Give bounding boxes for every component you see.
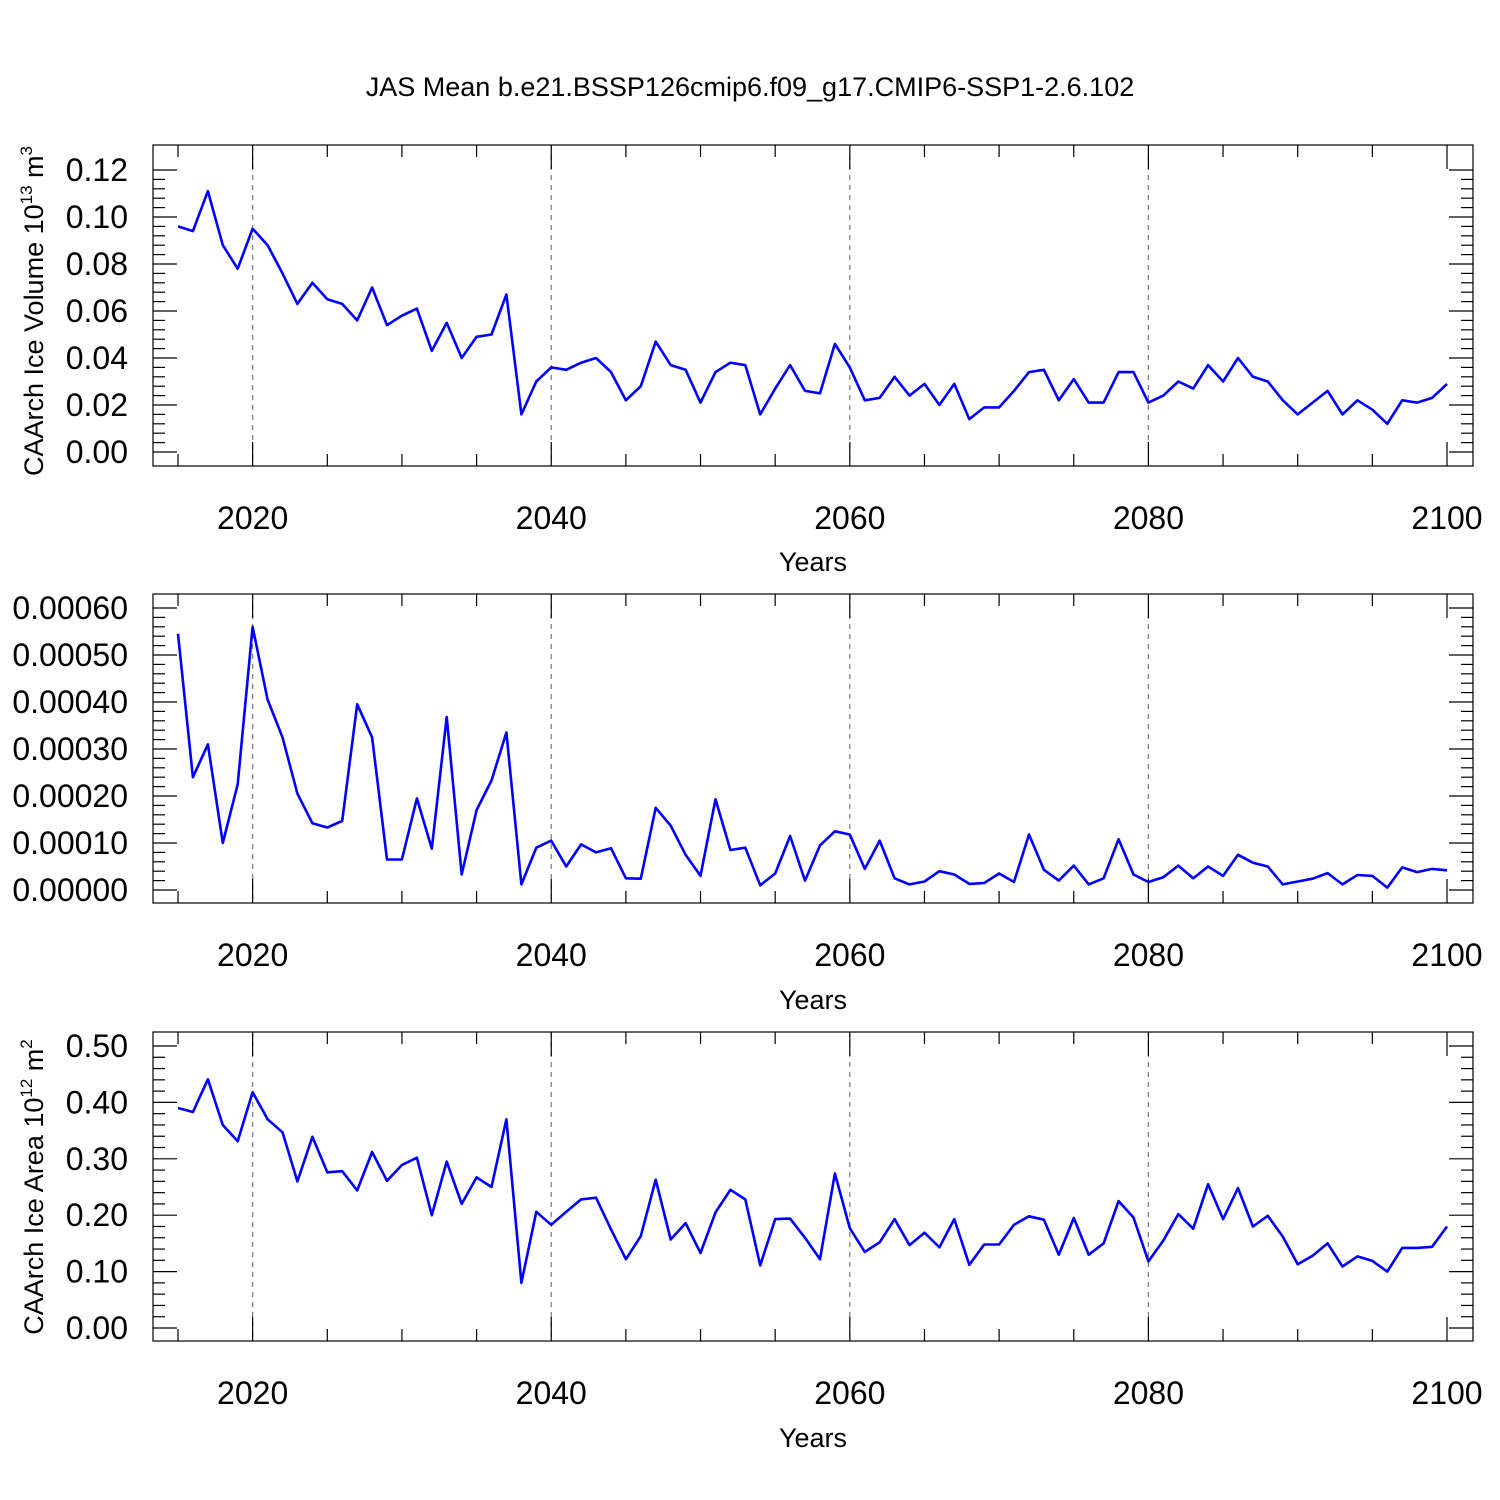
x-tick-label: 2060 (814, 937, 885, 973)
x-tick-label: 2080 (1113, 937, 1184, 973)
y-tick-label: 0.00030 (12, 731, 128, 767)
plot-frame (152, 1031, 1474, 1342)
tick-labels: 2020 2040 2060 2080 2100 0.00 0.02 0.04 0.06 0.08… (66, 152, 1483, 536)
y-tick-label: 0.00 (66, 434, 128, 470)
series (177, 1078, 1449, 1285)
x-tick-label: 2080 (1113, 1375, 1184, 1411)
axis-ticks (153, 145, 1473, 466)
x-tick-label: 2020 (217, 500, 288, 536)
y-tick-label: 0.00060 (12, 590, 128, 626)
y-tick-label: 0.20 (66, 1197, 128, 1233)
series (177, 189, 1448, 426)
panel-middle: 2020 2040 2060 2080 2100 0.00000 0.00010 0.0002… (12, 590, 1482, 1015)
x-tick-label: 2040 (516, 500, 587, 536)
x-tick-label: 2040 (516, 937, 587, 973)
x-tick-label: 2060 (814, 1375, 885, 1411)
y-axis-label: CAArch Ice Area 1012 m2 (17, 1039, 49, 1335)
x-tick-label: 2100 (1411, 1375, 1482, 1411)
x-tick-label: 2060 (814, 500, 885, 536)
axis-ticks (153, 594, 1473, 903)
y-tick-label: 0.30 (66, 1141, 128, 1177)
y-tick-label: 0.08 (66, 246, 128, 282)
x-tick-label: 2020 (217, 937, 288, 973)
y-tick-label: 0.00040 (12, 684, 128, 720)
axis-ticks (153, 1032, 1473, 1341)
y-tick-label: 0.12 (66, 152, 128, 188)
y-tick-label: 0.00050 (12, 637, 128, 673)
x-tick-label: 2100 (1411, 937, 1482, 973)
tick-labels: 2020 2040 2060 2080 2100 0.00 0.10 0.20 0.30 0.40… (66, 1028, 1483, 1411)
x-tick-label: 2100 (1411, 500, 1482, 536)
y-tick-label: 0.40 (66, 1084, 128, 1120)
x-tick-label: 2020 (217, 1375, 288, 1411)
series-line (176, 625, 1448, 889)
series (176, 625, 1448, 889)
x-grid-lines (252, 145, 1150, 466)
x-tick-label: 2080 (1113, 500, 1184, 536)
y-tick-label: 0.04 (66, 340, 128, 376)
x-grid-lines (252, 594, 1150, 903)
y-tick-label: 0.10 (66, 1254, 128, 1290)
series-line (177, 189, 1448, 426)
y-tick-label: 0.10 (66, 199, 128, 235)
y-tick-label: 0.02 (66, 387, 128, 423)
x-axis-label: Years (779, 1423, 847, 1453)
y-tick-label: 0.06 (66, 293, 128, 329)
tick-labels: 2020 2040 2060 2080 2100 0.00000 0.00010 0.0002… (12, 590, 1482, 973)
plot-frame (152, 144, 1474, 467)
y-tick-label: 0.50 (66, 1028, 128, 1064)
y-tick-label: 0.00 (66, 1310, 128, 1346)
plot-frame (152, 593, 1474, 904)
y-axis-label: CAArch Ice Volume 1013 m3 (17, 146, 49, 476)
panel-ice-area: 2020 2040 2060 2080 2100 0.00 0.10 0.20 0.30 0.40… (17, 1028, 1483, 1453)
x-tick-label: 2040 (516, 1375, 587, 1411)
chart-title: JAS Mean b.e21.BSSP126cmip6.f09_g17.CMIP… (366, 72, 1134, 102)
x-axis-label: Years (779, 547, 847, 577)
y-tick-label: 0.00020 (12, 778, 128, 814)
y-tick-label: 0.00010 (12, 825, 128, 861)
panel-ice-volume: 2020 2040 2060 2080 2100 0.00 0.02 0.04 0.06 0.08… (17, 144, 1483, 577)
y-tick-label: 0.00000 (12, 872, 128, 908)
x-axis-label: Years (779, 985, 847, 1015)
x-grid-lines (252, 1032, 1150, 1341)
series-line (177, 1078, 1449, 1285)
